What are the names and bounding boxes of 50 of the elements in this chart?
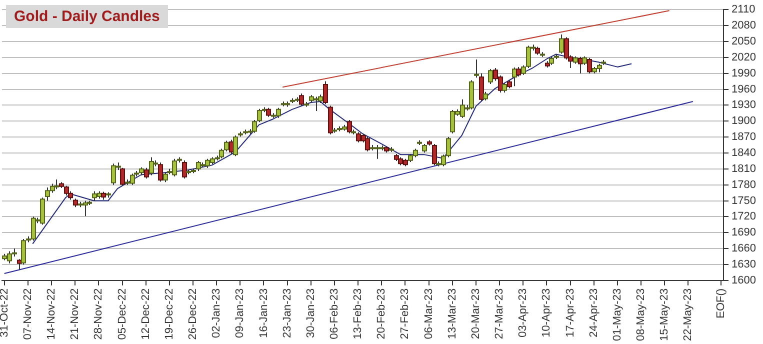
x-tick-label: 27-Feb-23	[399, 288, 412, 340]
x-tick-label: 19-Dec-22	[163, 288, 176, 340]
x-tick-label: 09-Jan-23	[234, 288, 246, 338]
x-tick-label: 15-May-23	[658, 288, 671, 341]
x-tick-label: 14-Nov-22	[46, 288, 58, 340]
x-tick-label: 06-Mar-23	[422, 288, 435, 340]
y-tick-label: 1690	[732, 226, 756, 239]
y-tick-label: 1750	[732, 194, 756, 207]
x-tick-label: 17-Apr-23	[564, 288, 576, 338]
x-tick-label: 20-Feb-23	[376, 288, 388, 340]
x-tick-label: 10-Apr-23	[540, 288, 553, 338]
x-tick-label: 21-Nov-22	[69, 288, 82, 340]
x-tick-label: 23-Jan-23	[281, 288, 294, 338]
y-tick-label: 1840	[732, 147, 756, 160]
y-tick-label: 2110	[732, 4, 756, 16]
y-tick-label: 1990	[732, 67, 756, 80]
y-tick-label: 2080	[732, 20, 756, 32]
x-tick-label: 12-Dec-22	[140, 288, 152, 340]
x-tick-label: 16-Jan-23	[258, 288, 270, 338]
x-tick-label: 26-Dec-22	[187, 288, 200, 340]
x-tick-label: 22-May-23	[682, 288, 694, 341]
x-tick-label: 08-May-23	[635, 288, 648, 341]
x-tick-label: 01-May-23	[611, 288, 624, 341]
x-tick-label: 02-Jan-23	[210, 288, 223, 338]
chart-title: Gold - Daily Candles	[6, 5, 168, 28]
y-tick-label: 2020	[732, 51, 756, 64]
y-tick-label: 1960	[732, 83, 756, 96]
x-tick-label: 27-Mar-23	[494, 288, 506, 340]
y-tick-label: 1900	[732, 115, 756, 128]
x-tick-label: 30-Jan-23	[304, 288, 317, 338]
x-tick-label: 06-Feb-23	[328, 288, 340, 340]
y-tick-label: 1930	[732, 99, 756, 112]
y-tick-label: 1660	[732, 242, 756, 255]
x-tick-label: 13-Mar-23	[446, 288, 458, 340]
x-tick-label: 05-Dec-22	[116, 288, 128, 340]
x-tick-label: 03-Apr-23	[517, 288, 530, 338]
y-tick-label: 1870	[732, 131, 756, 144]
x-tick-label: 31-Oct-22	[0, 288, 10, 338]
y-tick-label: 1630	[732, 258, 756, 271]
y-tick-label: 1600	[732, 274, 756, 286]
y-tick-label: 1780	[732, 178, 756, 191]
y-tick-label: 1720	[732, 210, 756, 223]
x-tick-label: 07-Nov-22	[22, 288, 34, 340]
x-tick-label: 28-Nov-22	[92, 288, 105, 340]
x-tick-label: EOF()	[715, 288, 728, 318]
x-tick-label: 13-Feb-23	[352, 288, 364, 340]
y-tick-label: 1810	[732, 162, 756, 175]
y-tick-label: 2050	[732, 35, 756, 48]
x-tick-label: 24-Apr-23	[588, 288, 600, 338]
x-tick-label: 20-Mar-23	[470, 288, 482, 340]
